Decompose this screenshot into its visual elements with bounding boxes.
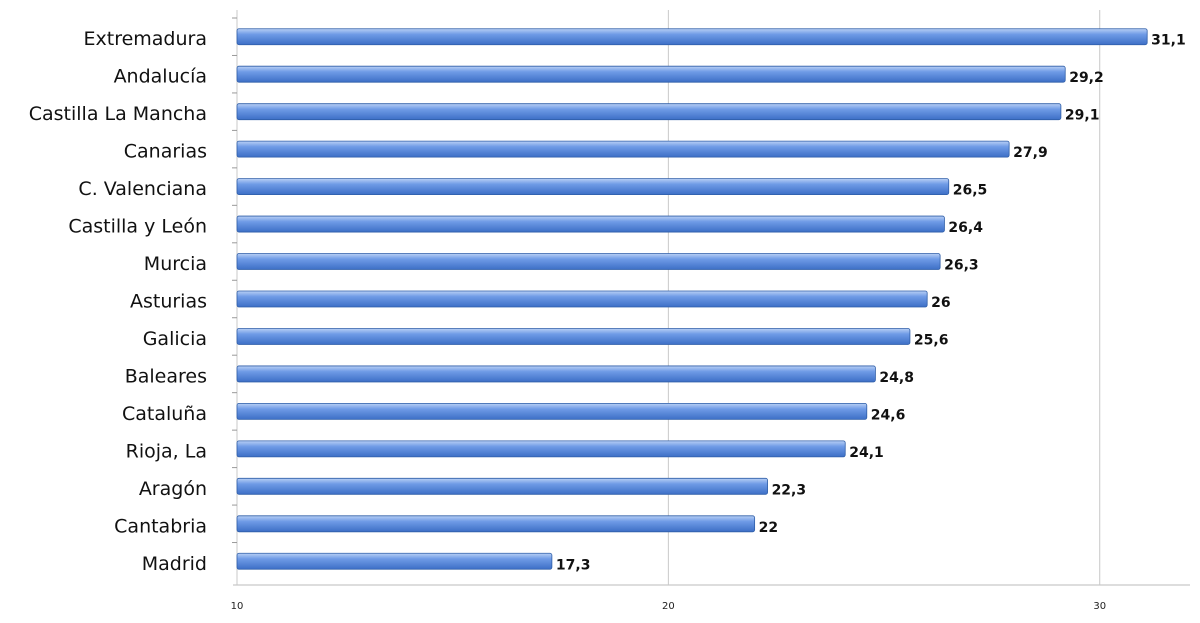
value-label: 22: [759, 520, 778, 536]
category-label: Extremadura: [84, 28, 208, 50]
value-label: 24,6: [871, 407, 906, 423]
category-label: Murcia: [144, 253, 207, 275]
category-label: Galicia: [143, 328, 207, 350]
bar: [236, 215, 945, 233]
value-label: 24,1: [849, 445, 884, 461]
category-label: Asturias: [130, 291, 207, 313]
category-label: Cataluña: [122, 403, 207, 425]
category-label: Madrid: [142, 553, 207, 575]
value-label: 29,2: [1069, 70, 1104, 86]
value-label: 26,4: [948, 220, 983, 236]
x-tick-label: 20: [662, 601, 675, 612]
bar: [236, 28, 1148, 46]
bar: [236, 253, 941, 270]
value-label: 24,8: [879, 370, 914, 386]
value-label: 22,3: [772, 482, 807, 498]
value-label: 29,1: [1065, 108, 1100, 124]
category-label: Andalucía: [114, 66, 207, 88]
category-label: C. Valenciana: [78, 178, 207, 200]
category-label: Canarias: [124, 141, 207, 163]
value-label: 26: [931, 295, 950, 311]
category-label: Castilla La Mancha: [29, 103, 207, 125]
value-label: 26,3: [944, 258, 979, 274]
bar: [236, 290, 928, 308]
value-label: 31,1: [1151, 33, 1186, 49]
value-label: 26,5: [953, 183, 988, 199]
bar: [236, 65, 1066, 83]
x-tick-label: 30: [1093, 601, 1106, 612]
x-tick-label: 10: [231, 601, 244, 612]
value-label: 25,6: [914, 332, 949, 348]
category-label: Baleares: [125, 365, 207, 387]
category-label: Rioja, La: [126, 440, 207, 462]
bar: [236, 402, 868, 420]
bar: [236, 515, 756, 533]
bar: [236, 328, 911, 345]
value-label: 17,3: [556, 557, 591, 573]
bar: [236, 178, 950, 196]
bar: [236, 552, 553, 570]
value-label: 27,9: [1013, 145, 1048, 161]
category-label: Castilla y León: [68, 216, 207, 238]
bar: [236, 440, 846, 458]
bar: [236, 365, 876, 383]
bar: [236, 477, 768, 495]
category-label: Cantabria: [114, 515, 207, 537]
bar: [236, 103, 1062, 121]
category-label: Aragón: [139, 478, 207, 500]
bar: [236, 140, 1010, 158]
